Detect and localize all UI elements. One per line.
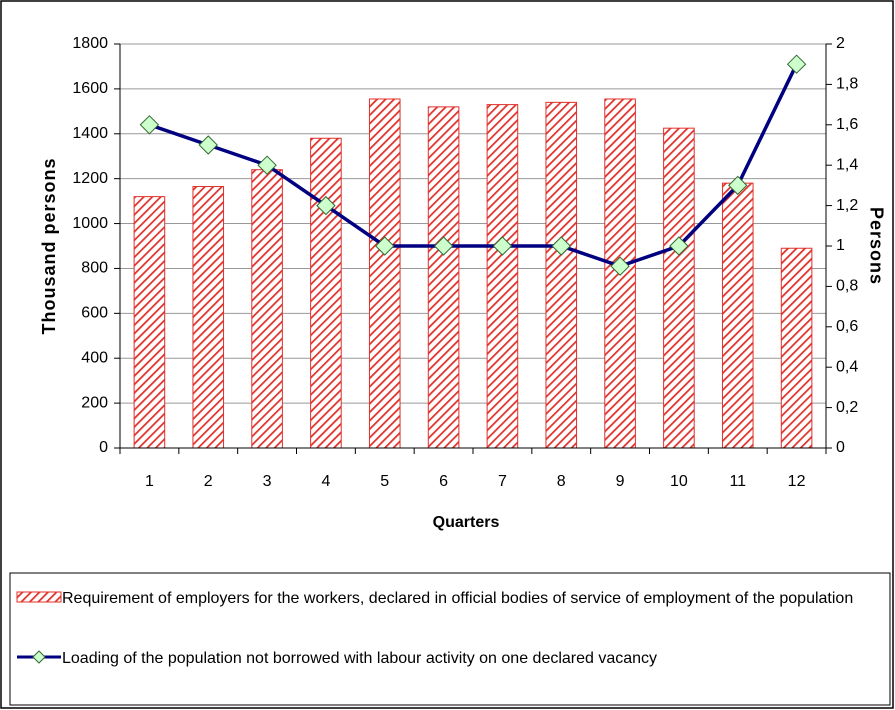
x-tick-label: 6 — [439, 473, 448, 490]
line — [148, 63, 799, 269]
y-tick-label: 1800 — [72, 35, 108, 52]
x-tick-label: 12 — [788, 473, 806, 490]
y-tick-label: 1200 — [72, 170, 108, 187]
x-tick-label: 4 — [321, 473, 330, 490]
bar — [721, 182, 754, 449]
legend-item: Loading of the population not borrowed w… — [16, 646, 886, 672]
y-tick-label: 1600 — [72, 80, 108, 97]
y-tick-label: 600 — [81, 305, 108, 322]
x-tick-label: 5 — [380, 473, 389, 490]
y-tick-label: 200 — [81, 394, 108, 411]
bar — [368, 98, 401, 449]
y2-tick-label: 1,2 — [836, 197, 858, 214]
y2-tick-label: 1,4 — [836, 156, 858, 173]
x-tick-label: 3 — [263, 473, 272, 490]
bar — [780, 247, 813, 449]
bar — [133, 196, 166, 449]
y2-tick-label: 1,8 — [836, 76, 858, 93]
marker — [728, 175, 748, 196]
y2-tick-label: 1,6 — [836, 116, 858, 133]
y-axis-title: Thousand persons — [39, 157, 59, 334]
x-axis-title: Quarters — [433, 514, 500, 531]
marker — [316, 195, 336, 216]
marker — [139, 115, 160, 135]
marker — [669, 236, 689, 256]
x-tick-label: 8 — [557, 473, 566, 490]
y2-axis-title: Persons — [866, 207, 886, 285]
y2-tick-label: 0,2 — [836, 399, 858, 416]
y2-tick-label: 1 — [836, 237, 845, 254]
bar — [663, 127, 695, 449]
bar — [486, 104, 519, 449]
legend-swatch — [16, 591, 62, 603]
x-tick-label: 10 — [670, 473, 688, 490]
marker — [257, 155, 277, 175]
marker — [786, 54, 807, 74]
legend-label: Requirement of employers for the workers… — [62, 590, 854, 607]
y2-tick-label: 0 — [836, 439, 845, 456]
y2-tick-label: 2 — [836, 35, 845, 52]
legend-label: Loading of the population not borrowed w… — [62, 650, 658, 667]
marker — [433, 236, 454, 256]
legend-swatch — [17, 650, 61, 664]
y-tick-label: 1000 — [72, 215, 108, 232]
x-tick-label: 9 — [616, 473, 625, 490]
y2-tick-label: 0,8 — [836, 278, 858, 295]
legend-item: Requirement of employers for the workers… — [16, 586, 886, 612]
bar — [251, 169, 283, 449]
y2-tick-label: 0,6 — [836, 318, 858, 335]
y-tick-label: 400 — [81, 349, 108, 366]
y-tick-label: 800 — [81, 260, 108, 277]
bar — [310, 137, 342, 449]
legend-box — [9, 572, 891, 706]
y-tick-label: 0 — [99, 439, 108, 456]
marker — [551, 236, 571, 256]
marker — [610, 256, 630, 276]
marker — [198, 135, 218, 155]
y2-tick-label: 0,4 — [836, 358, 858, 375]
bar — [427, 106, 460, 449]
marker — [492, 236, 513, 256]
x-tick-label: 11 — [729, 473, 746, 490]
bar — [192, 186, 225, 449]
bar — [545, 101, 578, 449]
x-tick-label: 7 — [498, 473, 507, 490]
marker — [375, 236, 395, 256]
x-tick-label: 1 — [145, 473, 154, 490]
y-tick-label: 1400 — [72, 125, 108, 142]
x-tick-label: 2 — [204, 473, 213, 490]
